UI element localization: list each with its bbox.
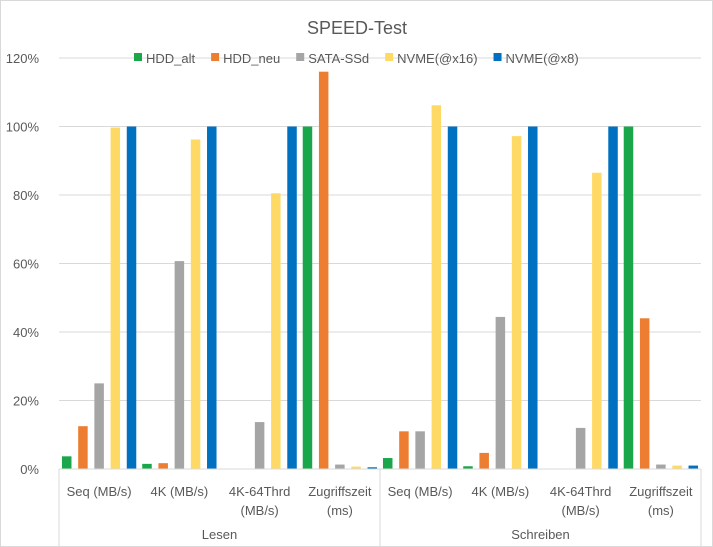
bar-sata-ssd — [254, 422, 265, 469]
bar-hdd-alt — [382, 458, 393, 469]
legend-swatch — [385, 53, 394, 61]
legend-label: HDD_neu — [223, 51, 280, 66]
x-category-label: (MB/s) — [240, 503, 278, 518]
x-category-label: (MB/s) — [561, 503, 599, 518]
bar-hdd-neu — [318, 71, 329, 469]
legend-swatch — [296, 53, 305, 61]
x-category-label: (ms) — [327, 503, 353, 518]
x-group-label: Schreiben — [511, 527, 570, 542]
bar-sata-ssd — [415, 431, 425, 469]
x-category-label: Seq (MB/s) — [67, 484, 132, 499]
bar-sata-ssd — [656, 464, 666, 469]
bar-sata-ssd — [94, 383, 104, 469]
bar-sata-ssd — [575, 427, 586, 469]
bar-hdd-neu — [639, 318, 650, 469]
bar-sata-ssd — [335, 464, 345, 469]
bar-nvme-x16 — [592, 172, 602, 470]
bar-hdd-alt — [302, 126, 313, 469]
bar-nvme-x16 — [672, 465, 682, 469]
bar-nvme-x8 — [207, 126, 217, 469]
legend-label: HDD_alt — [146, 51, 196, 66]
bar-hdd-alt — [623, 126, 634, 469]
y-tick-label: 20% — [13, 394, 39, 409]
x-category-label: 4K (MB/s) — [150, 484, 208, 499]
bar-nvme-x16 — [351, 466, 361, 469]
bar-hdd-neu — [158, 463, 168, 469]
bar-hdd-neu — [479, 452, 489, 469]
bar-nvme-x8 — [528, 126, 538, 469]
y-tick-label: 40% — [13, 325, 39, 340]
bar-nvme-x8 — [287, 126, 297, 469]
y-tick-label: 80% — [13, 188, 39, 203]
legend-label: NVME(@x8) — [506, 51, 579, 66]
chart-title: SPEED-Test — [307, 18, 407, 38]
x-category-label: (ms) — [648, 503, 674, 518]
bar-nvme-x16 — [110, 127, 121, 469]
y-tick-label: 0% — [20, 462, 39, 477]
y-tick-label: 60% — [13, 257, 39, 272]
x-category-label: 4K-64Thrd — [229, 484, 290, 499]
bar-nvme-x8 — [367, 467, 378, 469]
x-category-label: Zugriffszeit — [629, 484, 693, 499]
legend-swatch — [134, 53, 142, 61]
bar-nvme-x8 — [688, 465, 699, 469]
bar-nvme-x16 — [190, 139, 201, 469]
x-category-label: 4K (MB/s) — [471, 484, 529, 499]
legend-swatch — [211, 53, 220, 61]
bar-nvme-x16 — [271, 193, 281, 469]
bar-nvme-x16 — [511, 136, 522, 469]
bar-sata-ssd — [174, 261, 185, 469]
bar-nvme-x8 — [447, 126, 458, 469]
bar-hdd-neu — [78, 426, 88, 469]
bar-sata-ssd — [495, 316, 506, 469]
x-category-label: Seq (MB/s) — [388, 484, 453, 499]
legend-label: NVME(@x16) — [397, 51, 477, 66]
bar-hdd-alt — [463, 466, 473, 469]
y-tick-label: 100% — [6, 120, 40, 135]
legend-label: SATA-SSd — [308, 51, 369, 66]
x-category-label: 4K-64Thrd — [550, 484, 611, 499]
bar-nvme-x16 — [431, 105, 442, 469]
bar-hdd-alt — [61, 456, 72, 469]
x-group-label: Lesen — [202, 527, 237, 542]
y-tick-label: 120% — [6, 51, 40, 66]
bar-nvme-x8 — [608, 126, 618, 469]
x-category-label: Zugriffszeit — [308, 484, 372, 499]
bar-hdd-alt — [142, 463, 152, 469]
bar-hdd-neu — [399, 431, 409, 469]
legend-swatch — [493, 53, 502, 61]
bar-nvme-x8 — [126, 126, 137, 469]
